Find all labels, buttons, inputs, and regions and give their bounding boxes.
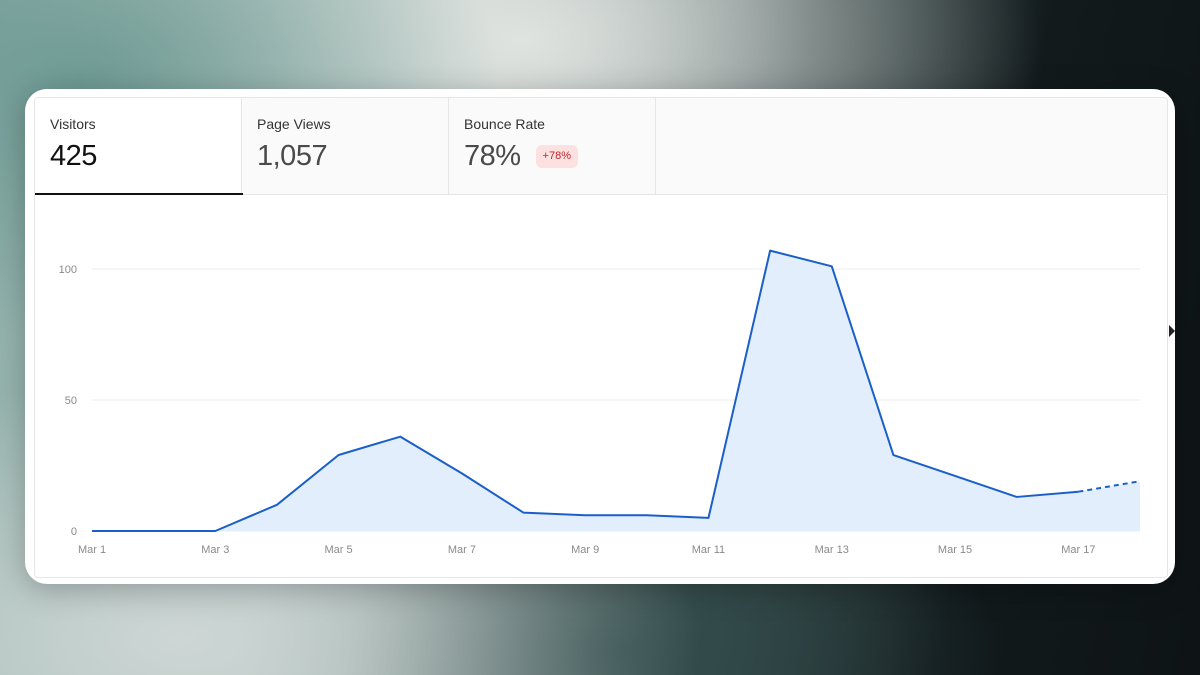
y-tick-label-100: 100	[59, 264, 77, 276]
tab-visitors-label: Visitors	[50, 116, 96, 132]
tab-page-views-value: 1,057	[257, 140, 328, 172]
tab-page-views[interactable]: Page Views 1,057	[242, 98, 449, 194]
x-tick-label: Mar 5	[325, 544, 353, 556]
series-line-projected	[1078, 480, 1141, 493]
x-tick-label: Mar 11	[692, 544, 725, 556]
series-area	[92, 250, 1140, 531]
y-tick-label-0: 0	[71, 526, 77, 538]
x-tick-label: Mar 13	[815, 544, 849, 556]
series-line	[92, 249, 1079, 532]
x-tick-label: Mar 7	[448, 544, 476, 556]
tab-bounce-rate[interactable]: Bounce Rate 78% +78%	[449, 98, 656, 194]
tab-bounce-rate-value: 78%	[464, 140, 521, 172]
tab-visitors[interactable]: Visitors 425	[35, 98, 243, 195]
visitors-chart: 0 50 100 Mar 1 Mar 3 Mar 5 Mar 7 Mar 9 Mar 11 Mar…	[59, 249, 1141, 556]
analytics-panel: Visitors 425 Page Views 1,057 Bounce Rat…	[34, 97, 1168, 578]
analytics-card: Visitors 425 Page Views 1,057 Bounce Rat…	[25, 89, 1175, 584]
x-tick-label: Mar 15	[938, 544, 972, 556]
bounce-rate-change-badge: +78%	[535, 145, 578, 168]
pointer-cursor-icon	[1169, 325, 1175, 337]
tab-bounce-rate-label: Bounce Rate	[464, 116, 545, 132]
x-tick-label: Mar 3	[201, 544, 229, 556]
y-tick-label-50: 50	[65, 395, 77, 407]
x-tick-label: Mar 1	[78, 544, 106, 556]
tab-page-views-label: Page Views	[257, 116, 331, 132]
tab-visitors-value: 425	[50, 140, 97, 172]
metric-tabs: Visitors 425 Page Views 1,057 Bounce Rat…	[35, 98, 1167, 195]
x-tick-label: Mar 17	[1061, 544, 1095, 556]
x-tick-label: Mar 9	[571, 544, 599, 556]
